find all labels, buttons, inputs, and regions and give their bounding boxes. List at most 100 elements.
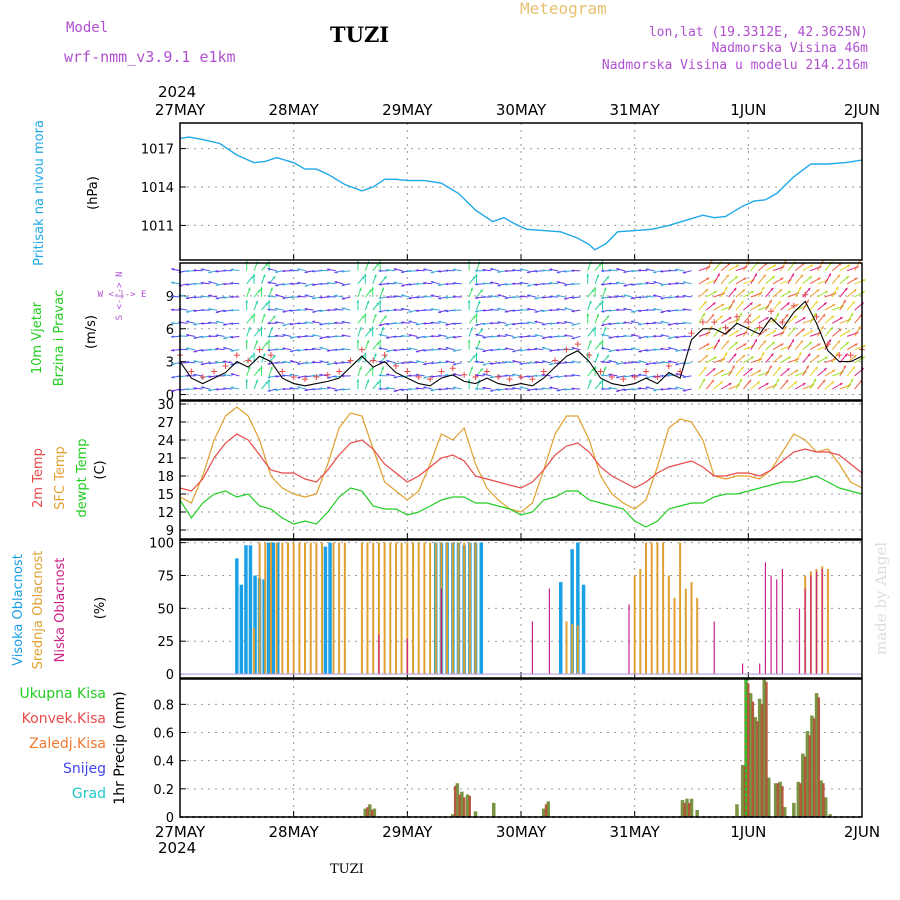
wind-arrow-head: [504, 310, 508, 313]
wind-arrow-head: [541, 296, 545, 299]
cloud-bar: [389, 542, 392, 674]
wind-arrow-head: [470, 366, 473, 370]
wind-arrow-head: [743, 277, 747, 281]
wind-gust-marker: [324, 371, 331, 378]
wind-arrow-head: [733, 353, 737, 357]
wind-arrow-head: [615, 335, 619, 339]
wind-arrow-head: [255, 300, 258, 304]
wind-arrow-head: [297, 281, 300, 285]
wind-arrow-head: [549, 335, 552, 339]
wind-arrow-head: [193, 360, 197, 363]
wind-arrow-head: [208, 281, 212, 284]
wind-arrow-head: [630, 360, 634, 364]
wind-arrow-head: [438, 283, 441, 287]
wind-arrow-head: [171, 268, 175, 271]
wind-arrow-head: [754, 339, 757, 343]
wind-arrow-head: [504, 269, 508, 273]
wind-arrow-head: [667, 336, 671, 340]
wind-arrow-head: [717, 273, 720, 277]
wind-arrow-head: [713, 356, 717, 360]
cloud-bar: [815, 571, 818, 674]
cloud-bar: [673, 597, 676, 674]
wind-arrow-head: [376, 381, 380, 385]
temp2m-ylabel: 2m Temp: [31, 448, 46, 508]
precip-bar: [683, 802, 686, 817]
wind-arrow-head: [720, 315, 723, 319]
temp2m-line: [179, 433, 863, 492]
wind-arrow-head: [193, 336, 197, 340]
wind-arrow-head: [770, 287, 774, 291]
wind-arrow-head: [630, 310, 634, 313]
x-tick-label-bottom: 2JUN: [844, 823, 880, 841]
wind-arrow-head: [712, 368, 716, 371]
wind-arrow-head: [828, 339, 831, 343]
wind-arrow-head: [438, 310, 442, 314]
cloud-bar: [406, 542, 409, 674]
wind-arrow-head: [230, 281, 234, 285]
wind-arrow-head: [512, 360, 516, 363]
wind-arrow-head: [652, 361, 656, 365]
year-top: 2024: [158, 83, 197, 101]
precip-bar: [468, 795, 471, 817]
wind-arrow-head: [806, 365, 809, 369]
wind-arrow-head: [356, 379, 360, 382]
wind-arrow-head: [512, 282, 515, 286]
precip-bar: [453, 786, 457, 817]
wind-arrow-head: [675, 281, 678, 285]
wind-arrow-head: [541, 269, 545, 272]
cloud-bar: [315, 542, 318, 674]
wind-arrow-head: [832, 304, 836, 307]
x-tick-label-top: 29MAY: [382, 101, 433, 119]
wind-arrow-head: [319, 336, 323, 340]
wind-arrow-head: [423, 335, 426, 339]
wind-arrow-head: [534, 387, 537, 391]
wind-speed-line: [179, 300, 863, 387]
wind-arrow-head: [452, 308, 456, 312]
wind-arrow-head: [430, 270, 434, 274]
wind-arrow-head: [630, 347, 634, 351]
precip-bar: [822, 783, 825, 817]
precip-bar: [808, 735, 811, 817]
wind-arrow-head: [702, 312, 705, 316]
wind-arrow-head: [472, 355, 476, 358]
wind-arrow-head: [802, 317, 806, 320]
wind-arrow-head: [638, 269, 641, 272]
precip-bar: [688, 802, 691, 817]
wind-arrow-head: [438, 334, 441, 337]
wind-arrow-head: [721, 369, 725, 373]
precip-bar: [817, 697, 820, 817]
wind-arrow-head: [408, 296, 412, 300]
wind-arrow-head: [274, 334, 278, 338]
wind-arrow-head: [813, 312, 817, 316]
wind-arrow-head: [526, 348, 530, 351]
wind-arrow-head: [764, 328, 768, 332]
wind-arrow-head: [765, 317, 769, 320]
wind-arrow-head: [467, 300, 471, 303]
precip-bar: [458, 794, 461, 817]
wind-arrow-head: [230, 268, 234, 272]
wind-arrow-head: [652, 307, 656, 311]
wind-arrow-head: [549, 268, 552, 271]
wind-arrow-head: [334, 361, 337, 365]
temp-unit: (C): [93, 460, 108, 479]
wind-arrow-head: [711, 314, 714, 317]
wind-arrow-head: [366, 340, 370, 344]
wind-gust-marker: [381, 352, 388, 359]
wind-arrow-head: [260, 287, 263, 290]
wind-arrow-head: [652, 334, 656, 338]
wind-arrow-head: [596, 353, 599, 357]
wind-gust-marker: [495, 373, 502, 380]
wind-arrow-head: [615, 362, 619, 366]
wind-arrow-head: [667, 269, 671, 272]
wind-arrow-head: [445, 282, 448, 286]
wind-arrow-head: [675, 373, 679, 376]
wind-arrow-head: [371, 287, 375, 290]
wind-gust-marker: [847, 352, 854, 359]
wind-arrow-head: [282, 333, 286, 337]
wind-arrow-head: [208, 348, 211, 352]
wind-arrow-head: [791, 339, 794, 343]
panel-frame: [179, 262, 863, 401]
wind-arrow-head: [596, 274, 599, 278]
wind-arrow-head: [282, 283, 285, 286]
wind-arrow-head: [304, 270, 308, 274]
